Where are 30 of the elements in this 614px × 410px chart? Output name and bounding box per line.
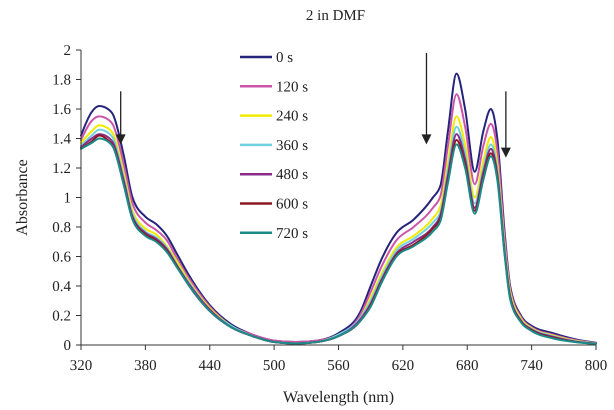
y-tick-label: 1 xyxy=(64,190,71,206)
x-tick-label: 800 xyxy=(584,358,608,374)
y-tick-label: 1.6 xyxy=(52,102,72,118)
x-axis-title: Wavelength (nm) xyxy=(282,389,394,406)
x-tick-label: 380 xyxy=(134,358,157,374)
y-tick-label: 0.2 xyxy=(52,308,71,324)
legend-label: 600 s xyxy=(276,196,308,212)
y-tick-label: 1.4 xyxy=(52,132,72,148)
x-tick-label: 620 xyxy=(392,358,414,374)
x-tick-label: 740 xyxy=(520,358,543,374)
x-tick-label: 560 xyxy=(327,358,350,374)
x-tick-label: 500 xyxy=(262,358,286,374)
y-tick-label: 0 xyxy=(64,338,71,354)
y-tick-label: 0.4 xyxy=(52,279,72,295)
y-tick-label: 1.8 xyxy=(52,72,71,88)
y-tick-label: 0.8 xyxy=(52,220,71,236)
y-axis-title: Absorbance xyxy=(14,159,31,236)
legend-label: 480 s xyxy=(276,167,308,184)
x-tick-label: 320 xyxy=(70,358,92,374)
legend-label: 720 s xyxy=(276,226,308,242)
x-tick-label: 440 xyxy=(198,358,221,374)
y-tick-label: 2 xyxy=(64,43,71,59)
y-tick-label: 1.2 xyxy=(52,161,71,177)
legend-label: 360 s xyxy=(276,138,308,154)
chart-title: 2 in DMF xyxy=(306,8,366,24)
x-tick-label: 680 xyxy=(456,358,478,374)
y-tick-label: 0.6 xyxy=(52,250,72,266)
legend-label: 120 s xyxy=(276,79,308,96)
legend-label: 0 s xyxy=(276,50,294,66)
legend-label: 240 s xyxy=(276,108,308,125)
